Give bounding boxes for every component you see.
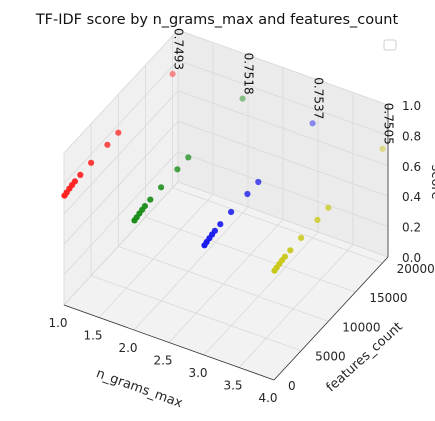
annotation-label: 0.7518 <box>242 53 256 95</box>
axes-panes <box>63 28 389 381</box>
grid-lines <box>63 29 389 381</box>
grid-line-x-floor <box>203 231 319 356</box>
x-tick-label: 2.0 <box>118 341 137 355</box>
grid-line-x-floor <box>133 206 249 331</box>
grid-line-x-floor <box>238 244 354 368</box>
grid-line-z-back <box>177 60 389 136</box>
scatter-point <box>158 184 165 191</box>
grid-line-z-back <box>177 120 389 197</box>
scatter-point <box>77 171 84 178</box>
grid-line-y-floor <box>90 275 302 352</box>
scatter-point <box>61 192 68 199</box>
z-tick-label: 0.4 <box>402 190 421 204</box>
scatter-point <box>185 154 192 161</box>
scatter-point <box>325 204 332 211</box>
grid-line-x-floor <box>98 194 214 318</box>
y-tick-label: 20000 <box>397 262 435 276</box>
legend-box <box>383 39 397 51</box>
grid-line-z-back <box>177 151 389 227</box>
grid-line-z-left <box>63 29 179 154</box>
scatter-point <box>169 70 176 78</box>
scatter-point <box>298 234 305 241</box>
x-tick-label: 2.5 <box>153 354 172 368</box>
scatter-point <box>309 120 316 127</box>
annotation-label: 0.7537 <box>312 77 326 119</box>
scatter-point <box>115 129 122 136</box>
grid-line-y-floor <box>172 187 383 264</box>
z-tick-label: 0.2 <box>402 221 421 235</box>
data-points <box>61 70 386 274</box>
scatter-point <box>131 217 138 224</box>
x-tick-label: 3.5 <box>223 379 242 393</box>
scatter-point <box>287 247 294 254</box>
y-axis-line <box>273 256 389 381</box>
grid-line-y-floor <box>145 216 356 293</box>
scatter-point <box>201 242 208 249</box>
z-tick-label: 1.0 <box>402 99 421 113</box>
scatter-point <box>88 159 95 166</box>
axes-ticks: 1.0 1.5 2.0 2.5 3.0 3.5 4.0 0 5000 10000 15000 2000… <box>48 99 434 405</box>
grid-line-z-left <box>63 120 179 245</box>
chart-title: TF-IDF score by n_grams_max and features… <box>35 12 399 28</box>
annotations: 0.7493 0.7518 0.7537 0.7505 <box>172 28 396 145</box>
scatter-point <box>239 95 246 102</box>
grid-line-x-floor <box>168 219 284 343</box>
scatter-point <box>244 190 251 198</box>
y-tick-label: 5000 <box>315 350 346 364</box>
grid-line-z-back <box>177 90 389 167</box>
y-tick-label: 10000 <box>342 320 380 334</box>
x-tick-label: 3.0 <box>188 366 207 380</box>
y-tick-label: 0 <box>288 379 296 393</box>
annotation-label: 0.7505 <box>382 103 396 145</box>
x-axis-label: n_grams_max <box>94 366 185 411</box>
z-tick-label: 0.8 <box>402 129 421 143</box>
scatter-point <box>104 141 111 148</box>
z-tick-label: 0.0 <box>402 251 421 265</box>
x-axis-line <box>63 304 275 381</box>
annotation-label: 0.7493 <box>172 28 186 70</box>
scatter-point <box>271 267 278 274</box>
x-tick-label: 4.0 <box>258 391 277 405</box>
grid-line-z-back <box>177 181 389 258</box>
grid-line-z-left <box>63 60 179 184</box>
grid-line-y-floor <box>118 246 329 322</box>
grid-line-z-back <box>177 29 389 106</box>
x-tick-label: 1.5 <box>83 329 102 343</box>
scatter-point <box>147 196 154 203</box>
z-axis-label: score <box>428 165 435 200</box>
scatter-point <box>255 178 262 186</box>
scatter-point <box>217 221 224 228</box>
grid-line-z-left <box>63 151 179 275</box>
z-tick-label: 0.6 <box>402 160 421 174</box>
y-tick-label: 15000 <box>369 291 407 305</box>
grid-line-z-left <box>63 90 179 215</box>
scatter-point <box>314 216 321 223</box>
grid-line-z-left <box>63 181 179 306</box>
scatter-point <box>379 145 386 152</box>
scatter-point <box>174 166 181 173</box>
x-tick-label: 1.0 <box>48 316 67 330</box>
scatter-point <box>228 208 235 216</box>
